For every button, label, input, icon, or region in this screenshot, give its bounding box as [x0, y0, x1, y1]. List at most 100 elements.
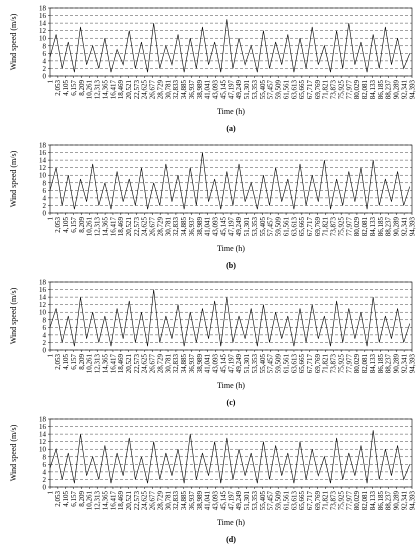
x-tick-label: 80,029 — [353, 217, 361, 237]
x-tick-label: 41,041 — [204, 80, 212, 100]
x-tick-label: 49,249 — [235, 216, 243, 236]
y-tick-label: 6 — [43, 187, 47, 195]
x-tick-label: 34,885 — [180, 491, 188, 511]
x-axis-label: Time (h) — [217, 381, 245, 390]
x-tick-label: 30,781 — [164, 354, 172, 374]
x-tick-label: 8,209 — [78, 491, 86, 507]
x-tick-label: 82,081 — [361, 80, 369, 100]
y-tick-label: 14 — [39, 431, 47, 439]
y-tick-label: 12 — [39, 301, 47, 309]
x-tick-label: 22,573 — [133, 491, 141, 511]
x-tick-label: 30,781 — [164, 80, 172, 100]
x-tick-label: 32,833 — [172, 217, 180, 237]
x-tick-label: 57,457 — [267, 217, 275, 237]
y-tick-label: 8 — [43, 453, 47, 461]
x-tick-label: 73,873 — [330, 491, 338, 511]
x-tick-label: 53,353 — [251, 217, 259, 237]
x-tick-label: 69,769 — [314, 217, 322, 237]
x-tick-label: 47,197 — [227, 217, 235, 237]
x-tick-label: 28,729 — [156, 217, 164, 237]
x-tick-label: 59,509 — [275, 80, 283, 100]
x-tick-label: 73,873 — [330, 80, 338, 100]
y-tick-label: 0 — [43, 210, 47, 218]
x-tick-label: 6,157 — [70, 491, 78, 507]
y-tick-label: 6 — [43, 324, 47, 332]
x-tick-label: 18,469 — [117, 491, 125, 511]
x-tick-label: 77,977 — [345, 80, 353, 100]
x-tick-label: 75,925 — [337, 491, 345, 511]
x-tick-label: 67,717 — [306, 491, 314, 511]
x-tick-label: 12,313 — [94, 354, 102, 374]
x-tick-label: 90,289 — [393, 217, 401, 237]
y-tick-label: 18 — [39, 279, 47, 287]
x-axis-label: Time (h) — [217, 244, 245, 253]
x-tick-label: 28,729 — [156, 491, 164, 511]
x-tick-label: 41,041 — [204, 217, 212, 237]
x-tick-label: 20,521 — [125, 354, 133, 374]
x-tick-label: 49,249 — [235, 354, 243, 374]
x-tick-label: 6,157 — [70, 354, 78, 370]
x-tick-label: 34,885 — [180, 217, 188, 237]
x-tick-label: 90,289 — [393, 491, 401, 511]
x-tick-label: 12,313 — [94, 217, 102, 237]
x-tick-label: 94,393 — [408, 217, 416, 237]
y-tick-label: 0 — [43, 73, 47, 81]
x-tick-label: 1 — [46, 217, 54, 221]
x-tick-label: 4,105 — [62, 354, 70, 370]
x-tick-label: 86,185 — [377, 217, 385, 237]
x-tick-label: 67,717 — [306, 354, 314, 374]
x-tick-label: 47,197 — [227, 354, 235, 374]
x-tick-label: 63,613 — [290, 354, 298, 374]
x-tick-label: 53,353 — [251, 80, 259, 100]
x-tick-label: 2,053 — [54, 491, 62, 507]
x-tick-label: 45,145 — [219, 491, 227, 511]
x-tick-label: 24,625 — [141, 491, 149, 511]
y-tick-label: 8 — [43, 179, 47, 187]
x-tick-label: 4,105 — [62, 217, 70, 233]
y-tick-label: 6 — [43, 461, 47, 469]
wind-speed-line — [49, 289, 411, 347]
x-tick-label: 38,989 — [196, 354, 204, 374]
x-tick-label: 36,937 — [188, 80, 196, 100]
x-tick-label: 45,145 — [219, 80, 227, 100]
x-tick-label: 36,937 — [188, 217, 196, 237]
y-tick-label: 0 — [43, 347, 47, 355]
x-tick-label: 26,677 — [149, 217, 157, 237]
y-tick-label: 2 — [43, 476, 47, 484]
x-tick-label: 69,769 — [314, 354, 322, 374]
x-tick-label: 24,625 — [141, 217, 149, 237]
y-tick-label: 4 — [43, 194, 47, 202]
x-tick-label: 77,977 — [345, 491, 353, 511]
x-tick-label: 49,249 — [235, 79, 243, 99]
x-tick-label: 2,053 — [54, 80, 62, 96]
x-tick-label: 14,365 — [101, 354, 109, 374]
x-tick-label: 65,665 — [298, 354, 306, 374]
y-tick-label: 10 — [39, 446, 47, 454]
x-tick-label: 92,341 — [400, 217, 408, 237]
x-tick-label: 12,313 — [94, 80, 102, 100]
x-tick-label: 77,977 — [345, 217, 353, 237]
x-tick-label: 86,185 — [377, 491, 385, 511]
y-tick-label: 18 — [39, 5, 47, 13]
y-tick-label: 10 — [39, 309, 47, 317]
x-tick-label: 1 — [46, 354, 54, 358]
x-tick-label: 86,185 — [377, 80, 385, 100]
x-tick-label: 49,249 — [235, 491, 243, 511]
x-tick-label: 55,405 — [259, 491, 267, 511]
x-tick-label: 67,717 — [306, 217, 314, 237]
y-tick-label: 18 — [39, 416, 47, 424]
x-tick-label: 57,457 — [267, 80, 275, 100]
x-tick-label: 71,821 — [322, 354, 330, 374]
x-tick-label: 34,885 — [180, 354, 188, 374]
y-tick-label: 2 — [43, 339, 47, 347]
x-tick-label: 55,405 — [259, 354, 267, 374]
x-tick-label: 94,393 — [408, 80, 416, 100]
y-tick-label: 6 — [43, 50, 47, 58]
x-tick-label: 84,133 — [369, 491, 377, 511]
x-tick-label: 1 — [46, 491, 54, 495]
x-tick-label: 30,781 — [164, 491, 172, 511]
x-tick-label: 61,561 — [282, 354, 290, 374]
x-tick-label: 2,053 — [54, 217, 62, 233]
x-tick-label: 43,093 — [212, 80, 220, 100]
